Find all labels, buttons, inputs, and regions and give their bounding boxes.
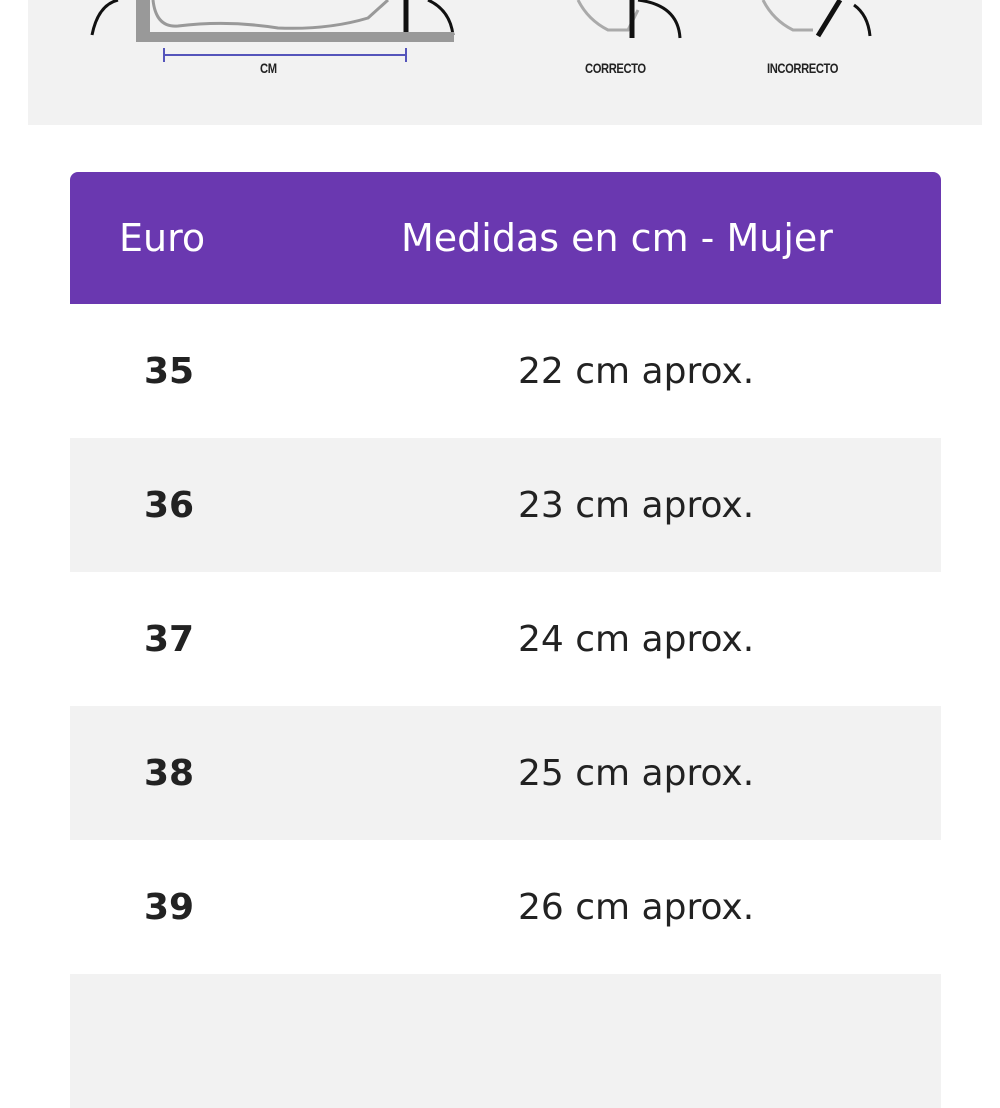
table-row: 35 22 cm aprox. — [70, 304, 941, 438]
column-header-euro: Euro — [119, 216, 206, 260]
size-chart-table: Euro Medidas en cm - Mujer 35 22 cm aprox… — [70, 172, 941, 1108]
euro-size: 35 — [144, 350, 195, 392]
incorrect-label: INCORRECTO — [767, 60, 839, 76]
table-row: 38 25 cm aprox. — [70, 706, 941, 840]
column-header-cm: Medidas en cm - Mujer — [401, 216, 833, 260]
table-header-row: Euro Medidas en cm - Mujer — [70, 172, 941, 304]
cm-measure: 23 cm aprox. — [518, 484, 755, 526]
euro-size: 37 — [144, 618, 195, 660]
cm-measure: 25 cm aprox. — [518, 752, 755, 794]
euro-size: 38 — [144, 752, 195, 794]
measure-label: CM — [260, 60, 277, 76]
euro-size — [70, 974, 349, 1108]
foot-measure-illustration — [90, 0, 872, 62]
cm-measure — [349, 974, 941, 1108]
cm-measure: 22 cm aprox. — [518, 350, 755, 392]
correct-label: CORRECTO — [585, 60, 646, 76]
measure-instructions-panel: CM CORRECTO INCORRECTO — [28, 0, 982, 125]
euro-size: 36 — [144, 484, 195, 526]
table-row: 39 26 cm aprox. — [70, 840, 941, 974]
table-row: 36 23 cm aprox. — [70, 438, 941, 572]
euro-size: 39 — [144, 886, 195, 928]
table-row — [70, 974, 941, 1108]
cm-measure: 24 cm aprox. — [518, 618, 755, 660]
cm-measure: 26 cm aprox. — [518, 886, 755, 928]
table-row: 37 24 cm aprox. — [70, 572, 941, 706]
